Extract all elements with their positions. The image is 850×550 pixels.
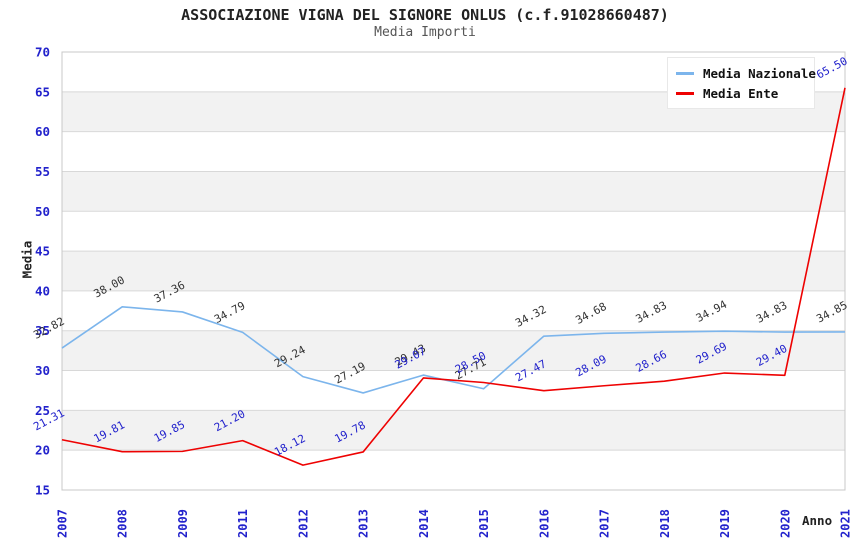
y-tick-label: 50: [35, 204, 50, 219]
x-tick-label: 2012: [296, 509, 310, 538]
y-tick-label: 30: [35, 363, 50, 378]
x-tick-label: 2016: [537, 509, 551, 538]
x-axis-title: Anno: [802, 513, 833, 528]
y-tick-label: 45: [35, 244, 50, 259]
x-tick-label: 2013: [357, 509, 371, 538]
data-label: 34.68: [573, 300, 608, 327]
chart-subtitle: Media Importi: [374, 25, 476, 40]
series-line-media-nazionale: [61, 306, 846, 394]
series-line-media-ente: [61, 87, 846, 466]
legend-label-media-nazionale: Media Nazionale: [703, 65, 816, 81]
data-label: 34.94: [694, 298, 730, 325]
plot-band: [62, 410, 845, 451]
legend-item-media-nazionale: Media Nazionale: [676, 63, 816, 83]
x-tick-label: 2011: [236, 509, 250, 538]
y-tick-label: 70: [35, 45, 50, 60]
x-tick-label: 2019: [718, 509, 732, 538]
plot-band: [62, 330, 845, 371]
y-tick-label: 55: [35, 164, 50, 179]
legend-label-media-ente: Media Ente: [703, 85, 779, 101]
y-tick-label: 40: [35, 283, 50, 298]
x-tick-label: 2020: [778, 509, 792, 538]
x-tick-label: 2014: [417, 509, 431, 538]
data-label: 65.50: [814, 54, 849, 81]
x-tick-label: 2015: [477, 509, 491, 538]
x-tick-label: 2018: [658, 509, 672, 538]
legend-swatch-media-nazionale: [676, 71, 694, 75]
y-tick-label: 35: [35, 323, 50, 338]
x-tick-label: 2021: [839, 509, 850, 538]
x-tick-label: 2007: [56, 509, 70, 538]
legend-swatch-media-ente: [676, 91, 694, 95]
y-axis-title: Media: [19, 240, 35, 279]
y-tick-label: 15: [35, 483, 50, 498]
data-label: 34.32: [513, 303, 548, 330]
x-tick-label: 2017: [598, 509, 612, 538]
x-tick-label: 2009: [176, 509, 190, 538]
data-label: 34.83: [634, 299, 669, 326]
plot-band: [62, 171, 845, 212]
y-tick-label: 60: [35, 124, 50, 139]
chart-title: ASSOCIAZIONE VIGNA DEL SIGNORE ONLUS (c.…: [181, 6, 669, 24]
plot-border: [61, 51, 846, 491]
legend-item-media-ente: Media Ente: [676, 83, 806, 103]
legend: Media Nazionale Media Ente: [667, 57, 816, 109]
y-tick-label: 65: [35, 84, 50, 99]
y-tick-label: 25: [35, 403, 50, 418]
y-tick-label: 20: [35, 443, 50, 458]
data-label: 34.83: [754, 299, 789, 326]
data-label: 34.85: [814, 299, 849, 326]
plot-band: [62, 251, 845, 291]
data-label: 34.79: [212, 299, 247, 326]
x-tick-label: 2008: [116, 509, 130, 538]
